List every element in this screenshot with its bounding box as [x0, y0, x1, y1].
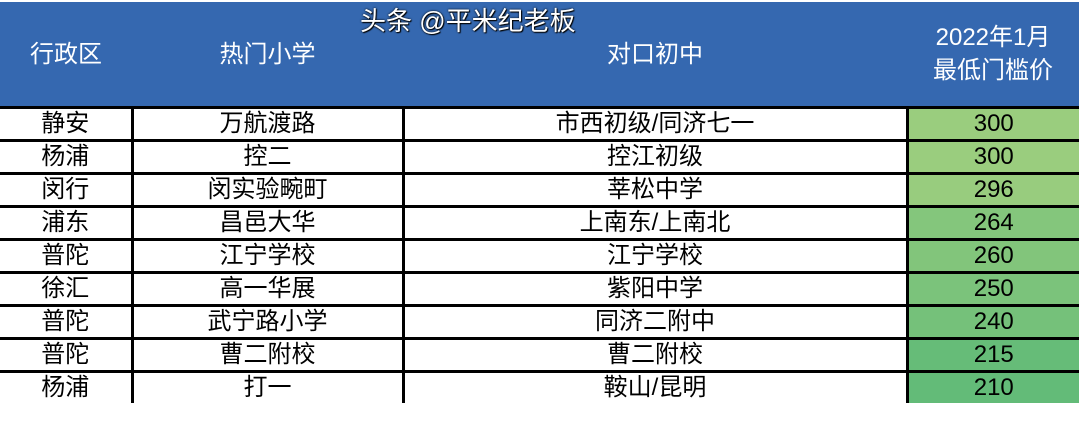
price-cell: 300 — [905, 139, 1079, 175]
primary-school-cell: 打一 — [130, 370, 405, 403]
school-price-table: 行政区 热门小学 对口初中 2022年1月 最低门槛价 静安 万航渡路 市西初级/同济… — [0, 2, 1079, 403]
primary-school-cell: 曹二附校 — [130, 337, 405, 373]
price-cell: 296 — [905, 172, 1079, 208]
middle-school-cell: 莘松中学 — [401, 172, 909, 208]
district-cell: 浦东 — [0, 205, 134, 241]
price-cell: 260 — [905, 238, 1079, 274]
primary-school-cell: 闵实验畹町 — [130, 172, 405, 208]
district-cell: 徐汇 — [0, 271, 134, 307]
district-cell: 普陀 — [0, 238, 134, 274]
middle-school-cell: 控江初级 — [401, 139, 909, 175]
middle-school-cell: 市西初级/同济七一 — [401, 106, 909, 142]
table-row: 徐汇 高一华展 紫阳中学 250 — [0, 271, 1079, 307]
district-cell: 普陀 — [0, 304, 134, 340]
middle-school-cell: 同济二附中 — [401, 304, 909, 340]
price-cell: 264 — [905, 205, 1079, 241]
primary-school-cell: 武宁路小学 — [130, 304, 405, 340]
district-cell: 杨浦 — [0, 139, 134, 175]
price-cell: 250 — [905, 271, 1079, 307]
table-row: 闵行 闵实验畹町 莘松中学 296 — [0, 172, 1079, 208]
middle-school-cell: 上南东/上南北 — [401, 205, 909, 241]
header-middle-school: 对口初中 — [403, 2, 907, 108]
primary-school-cell: 江宁学校 — [130, 238, 405, 274]
table-row: 普陀 武宁路小学 同济二附中 240 — [0, 304, 1079, 340]
primary-school-cell: 昌邑大华 — [130, 205, 405, 241]
table-row: 静安 万航渡路 市西初级/同济七一 300 — [0, 106, 1079, 142]
table-row: 浦东 昌邑大华 上南东/上南北 264 — [0, 205, 1079, 241]
header-min-price: 2022年1月 最低门槛价 — [907, 2, 1079, 108]
price-cell: 215 — [905, 337, 1079, 373]
header-min-price-line2: 最低门槛价 — [933, 57, 1053, 84]
district-cell: 静安 — [0, 106, 134, 142]
price-cell: 300 — [905, 106, 1079, 142]
price-cell: 240 — [905, 304, 1079, 340]
header-district: 行政区 — [0, 2, 132, 108]
district-cell: 闵行 — [0, 172, 134, 208]
middle-school-cell: 曹二附校 — [401, 337, 909, 373]
middle-school-cell: 紫阳中学 — [401, 271, 909, 307]
header-min-price-line1: 2022年1月 — [935, 24, 1051, 51]
primary-school-cell: 控二 — [130, 139, 405, 175]
price-cell: 210 — [905, 370, 1079, 403]
district-cell: 杨浦 — [0, 370, 134, 403]
table-row: 普陀 江宁学校 江宁学校 260 — [0, 238, 1079, 274]
middle-school-cell: 江宁学校 — [401, 238, 909, 274]
header-primary-school: 热门小学 — [132, 2, 403, 108]
table-row: 普陀 曹二附校 曹二附校 215 — [0, 337, 1079, 373]
district-cell: 普陀 — [0, 337, 134, 373]
header-row: 行政区 热门小学 对口初中 2022年1月 最低门槛价 — [0, 2, 1079, 108]
table-row: 杨浦 打一 鞍山/昆明 210 — [0, 370, 1079, 403]
primary-school-cell: 高一华展 — [130, 271, 405, 307]
primary-school-cell: 万航渡路 — [130, 106, 405, 142]
middle-school-cell: 鞍山/昆明 — [401, 370, 909, 403]
table-row: 杨浦 控二 控江初级 300 — [0, 139, 1079, 175]
